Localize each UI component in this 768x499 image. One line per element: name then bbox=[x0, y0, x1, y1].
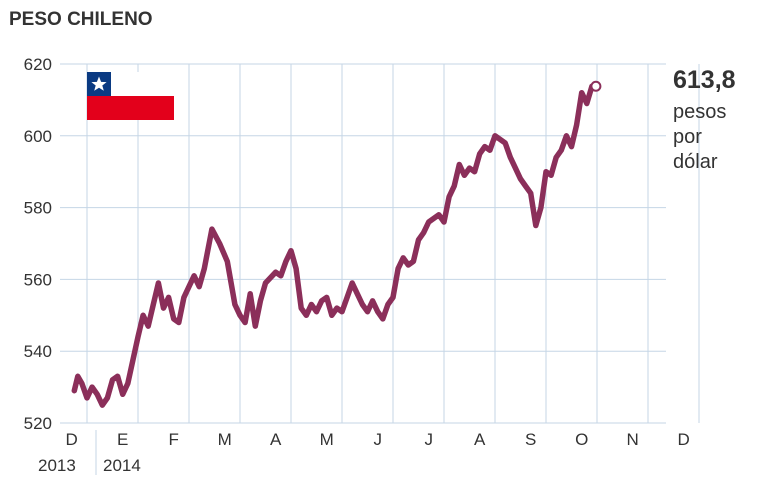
y-axis-tick-labels: 520 540 560 580 600 620 bbox=[24, 55, 52, 433]
x-tick-label: M bbox=[218, 430, 232, 449]
chile-flag-icon bbox=[87, 72, 174, 120]
unit-label: pesos por dólar bbox=[673, 100, 726, 175]
x-tick-label: M bbox=[320, 430, 334, 449]
series-line-peso bbox=[71, 83, 595, 408]
year-label-2014: 2014 bbox=[103, 456, 141, 475]
x-tick-label: A bbox=[270, 430, 282, 449]
last-value-label: 613,8 bbox=[673, 66, 736, 94]
y-tick-label: 560 bbox=[24, 270, 52, 289]
x-tick-label: O bbox=[575, 430, 588, 449]
y-tick-label: 540 bbox=[24, 342, 52, 361]
unit-line-3: dólar bbox=[673, 151, 718, 173]
y-tick-label: 580 bbox=[24, 199, 52, 218]
x-tick-label: N bbox=[627, 430, 639, 449]
x-tick-label: E bbox=[117, 430, 128, 449]
x-tick-label: S bbox=[525, 430, 536, 449]
year-labels: 2013 2014 bbox=[38, 430, 141, 475]
x-tick-label: J bbox=[424, 430, 433, 449]
unit-line-1: pesos bbox=[673, 101, 727, 123]
y-tick-label: 520 bbox=[24, 414, 52, 433]
x-tick-label: D bbox=[678, 430, 690, 449]
x-tick-label: F bbox=[169, 430, 179, 449]
x-tick-label: A bbox=[474, 430, 486, 449]
unit-line-2: por bbox=[673, 126, 702, 148]
flag-star bbox=[91, 76, 107, 91]
year-label-2013: 2013 bbox=[38, 456, 76, 475]
chart-title: PESO CHILENO bbox=[9, 9, 153, 30]
y-tick-label: 600 bbox=[24, 127, 52, 146]
y-tick-label: 620 bbox=[24, 55, 52, 74]
last-point-marker bbox=[590, 80, 602, 92]
x-tick-label: J bbox=[373, 430, 382, 449]
flag-red-band bbox=[87, 96, 174, 120]
x-tick-label: D bbox=[66, 430, 78, 449]
vertical-gridlines bbox=[86, 64, 700, 423]
